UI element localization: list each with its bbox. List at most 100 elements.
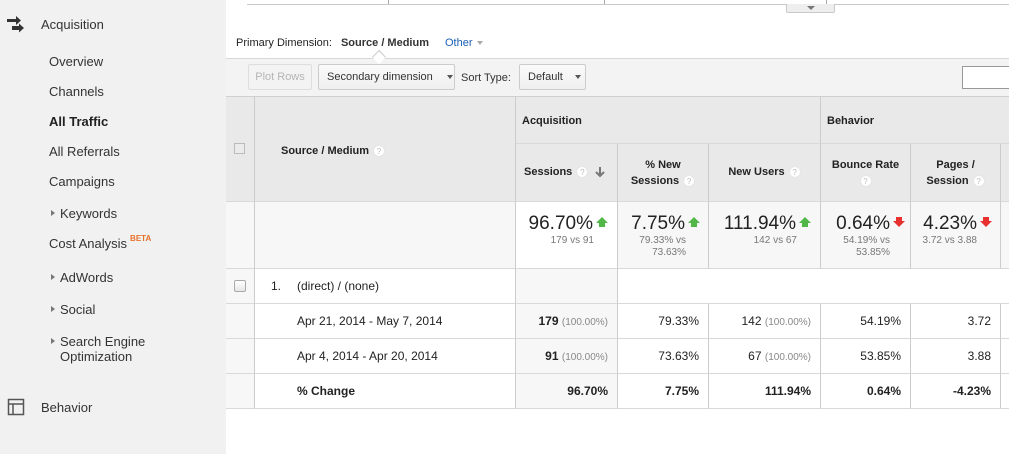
sidebar-item-campaigns[interactable]: Campaigns [49,174,115,189]
summary-pages-session: 4.23% 3.72 vs 3.88 [911,202,1001,269]
column-header-pages-session[interactable]: Pages / Session? [911,144,1001,202]
column-label: Session [926,175,969,187]
change-bounce: 0.64% [821,374,911,409]
column-header-bounce-rate[interactable]: Bounce Rate ? [821,144,911,202]
summary-detail: 142 vs 67 [753,235,797,246]
summary-label-cell [255,202,516,269]
summary-detail: 73.63% [652,247,686,258]
group-label: Behavior [827,115,875,127]
sidebar-item-overview[interactable]: Overview [49,54,104,69]
sort-type-value: Default [528,71,563,83]
column-header-sessions[interactable]: Sessions? [516,144,618,202]
sidebar-item-keywords[interactable]: Keywords [51,206,117,221]
secondary-dimension-dropdown[interactable]: Secondary dimension [318,64,455,90]
expand-triangle-icon [51,338,55,344]
sidebar-item-channels[interactable]: Channels [49,84,104,99]
behavior-layout-icon [5,396,27,418]
summary-change-value: 111.94% [723,213,796,234]
help-icon[interactable]: ? [972,175,985,188]
help-icon[interactable]: ? [859,175,872,188]
column-header-pct-new-sessions[interactable]: % New Sessions? [618,144,709,202]
secondary-dimension-label: Secondary dimension [327,71,433,83]
summary-detail: 54.19% vs [843,235,890,246]
arrow-up-icon [688,217,700,227]
collapse-chart-toggle[interactable] [786,4,835,13]
sessions-pct: (100.00%) [561,352,608,363]
group-header-behavior: Behavior [821,96,1009,144]
sidebar-item-cost-analysis[interactable]: Cost Analysis BETA [49,234,151,251]
sidebar-item-social[interactable]: Social [51,302,95,317]
sidebar-item-all-referrals[interactable]: All Referrals [49,144,120,159]
expand-triangle-icon [51,274,55,280]
sort-descending-icon [595,167,606,178]
table-toolbar: Plot Rows Secondary dimension Sort Type:… [226,58,1009,96]
period-bounce: 53.85% [821,339,911,374]
summary-overflow [1001,202,1009,269]
help-icon[interactable]: ? [576,166,589,179]
chart-tick [604,0,605,4]
column-label: Pages / [936,159,975,171]
change-pages: -4.23% [911,374,1001,409]
help-icon[interactable]: ? [373,145,386,158]
column-label: Bounce Rate [831,159,900,171]
sidebar-section-behavior[interactable]: Behavior [0,396,92,418]
period-overflow [1001,339,1009,374]
sort-type-label: Sort Type: [461,72,511,84]
change-sessions: 96.70% [516,374,618,409]
column-label: New Users [728,166,785,178]
summary-detail: 3.72 vs 3.88 [922,235,977,246]
main-content: Primary Dimension: Source / Medium Other… [226,0,1009,454]
chart-tick [388,0,389,4]
help-icon[interactable]: ? [788,166,801,179]
sessions-value: 91 [545,349,559,363]
period-label-cell: Apr 4, 2014 - Apr 20, 2014 [255,339,516,374]
summary-sessions: 96.70% 179 vs 91 [516,202,618,269]
period-new-users: 142 (100.00%) [709,304,821,339]
column-header-overflow [1001,144,1009,202]
sidebar-item-label: Keywords [60,206,118,221]
sidebar: Acquisition Overview Channels All Traffi… [0,0,226,454]
period-label: Apr 21, 2014 - May 7, 2014 [297,314,443,328]
change-label: % Change [297,384,356,398]
new-users-value: 67 [748,349,762,363]
row-index: 1. [271,279,282,293]
new-users-value: 142 [741,314,762,328]
sidebar-item-seo[interactable]: Search Engine Optimization [51,334,145,364]
arrow-down-icon [893,217,905,227]
arrow-down-icon [980,217,992,227]
change-gutter [226,374,255,409]
select-all-checkbox[interactable] [234,143,245,154]
summary-pct-new-sessions: 7.75% 79.33% vs 73.63% [618,202,709,269]
change-pct-new: 7.75% [618,374,709,409]
row-dimension-link[interactable]: (direct) / (none) [297,279,380,293]
period-gutter [226,304,255,339]
chevron-down-icon [806,6,815,10]
sidebar-section-acquisition[interactable]: Acquisition [0,13,104,35]
arrow-up-icon [596,217,608,227]
row-checkbox-cell [226,269,255,304]
sidebar-item-adwords[interactable]: AdWords [51,270,113,285]
new-users-pct: (100.00%) [764,352,811,363]
table-search-input[interactable] [962,66,1009,89]
group-header-acquisition: Acquisition [516,96,821,144]
dimension-header[interactable]: Source / Medium? [255,96,516,202]
period-label-cell: Apr 21, 2014 - May 7, 2014 [255,304,516,339]
column-header-new-users[interactable]: New Users? [709,144,821,202]
chart-baseline [247,4,1009,5]
summary-gutter [226,202,255,269]
primary-dimension-other[interactable]: Other [445,37,483,49]
sidebar-item-all-traffic[interactable]: All Traffic [49,114,109,129]
row-label-cell: 1. (direct) / (none) [255,269,516,304]
row-checkbox[interactable] [234,280,246,292]
expand-triangle-icon [51,210,55,216]
dimension-header-label: Source / Medium [281,145,370,157]
sort-type-dropdown[interactable]: Default [519,64,586,90]
plot-rows-button[interactable]: Plot Rows [248,64,312,90]
new-users-pct: (100.00%) [764,317,811,328]
acquisition-arrows-icon [5,13,27,35]
primary-dimension-selected[interactable]: Source / Medium [340,37,429,49]
help-icon[interactable]: ? [683,175,696,188]
select-all-cell [226,96,255,202]
other-label: Other [445,37,473,49]
seo-label-line2: Optimization [60,349,133,364]
